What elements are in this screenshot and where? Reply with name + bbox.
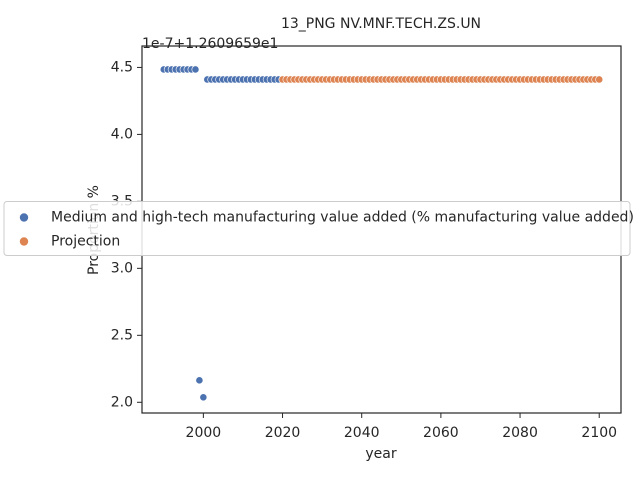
point xyxy=(191,65,200,74)
y-tick-label: 4.0 xyxy=(111,126,133,142)
chart-title: 13_PNG NV.MNF.TECH.ZS.UN xyxy=(281,16,481,32)
point xyxy=(199,393,208,402)
point xyxy=(595,75,604,84)
x-tick-label: 2040 xyxy=(344,425,380,441)
legend-label: Medium and high-tech manufacturing value… xyxy=(51,210,634,226)
x-tick-label: 2020 xyxy=(265,425,301,441)
point xyxy=(195,376,204,385)
x-tick-label: 2060 xyxy=(423,425,459,441)
y-tick-label: 2.5 xyxy=(111,327,133,343)
y-tick-label: 2.0 xyxy=(111,394,133,410)
legend-box xyxy=(3,201,631,256)
y-offset-label: 1e-7+1.2609659e1 xyxy=(142,36,278,52)
x-axis-label: year xyxy=(365,446,396,462)
legend-label: Projection xyxy=(51,234,120,250)
x-tick-label: 2080 xyxy=(502,425,538,441)
legend: Medium and high-tech manufacturing value… xyxy=(3,201,634,256)
x-tick-label: 2000 xyxy=(186,425,222,441)
x-tick-label: 2100 xyxy=(581,425,617,441)
y-tick-label: 3.0 xyxy=(111,260,133,276)
legend-marker xyxy=(19,236,29,247)
y-tick-label: 4.5 xyxy=(111,59,133,75)
legend-marker xyxy=(19,212,29,223)
